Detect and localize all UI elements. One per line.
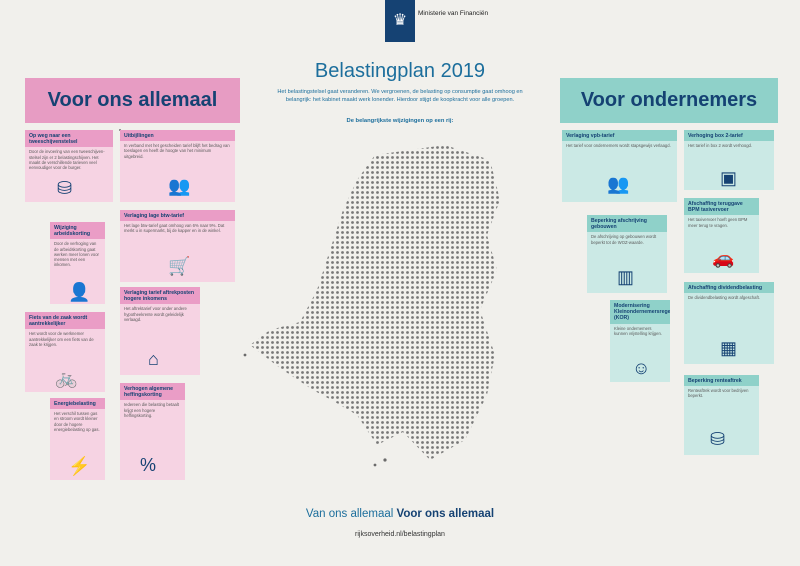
building-icon: ▥ (617, 267, 635, 287)
footer-title-regular: Van ons allemaal (305, 508, 394, 520)
footer-title: Van ons allemaal Voor ons allemaal (250, 508, 550, 520)
card-title: Uitbijllingen (120, 130, 235, 142)
card-box2-tarief: Verhoging box 2-tarief Het tarief in box… (684, 130, 774, 190)
house-icon: ⌂ (148, 349, 159, 369)
card-title: Wijziging arbeidskorting (50, 222, 105, 240)
heading-voor-ondernemers: Voor ondernemers (560, 78, 778, 123)
ministry-name: Ministerie van Financiën (418, 10, 489, 17)
card-body: De dividendbelasting wordt afgeschaft. (688, 295, 760, 301)
card-body: Door de invoering van een tweeschijven-s… (29, 149, 105, 171)
card-body: Renteaftrek wordt voor bedrijven beperkt… (688, 388, 749, 399)
card-title: Verhogen algemene heffingskorting (120, 383, 185, 401)
people-group-icon: 👥 (607, 174, 630, 194)
card-btw-tarief: Verlaging lage btw-tarief Het lage btw-t… (120, 210, 235, 282)
card-body: Door de verhoging van de arbeidskorting … (54, 241, 99, 268)
heading-voor-ons-allemaal: Voor ons allemaal (25, 78, 240, 123)
card-fiets-van-de-zaak: Fiets van de zaak wordt aantrekkelijker … (25, 312, 105, 392)
intro-bold-text: De belangrijkste wijzigingen op een rij: (346, 118, 454, 124)
footer-url-link[interactable]: rijksoverheid.nl/belastingplan (355, 531, 445, 538)
card-title: Energiebelasting (50, 398, 105, 410)
card-title: Op weg naar een tweeschijvenstelsel (25, 130, 113, 148)
card-title: Afschaffing dividendbelasting (684, 282, 774, 294)
card-body: Het wordt voor de werknemer aantrekkelij… (29, 331, 94, 347)
person-icon: ☺ (632, 358, 651, 378)
card-vpb-tarief: Verlaging vpb-tarief Het tarief voor ond… (562, 130, 677, 202)
card-title: Verhoging box 2-tarief (684, 130, 774, 142)
netherlands-crowd-map (243, 145, 500, 467)
people-group-icon: 👥 (168, 176, 191, 196)
card-title: Beperking renteaftrek (684, 375, 759, 387)
card-title: Verlaging lage btw-tarief (120, 210, 235, 222)
card-body: In verband met het gescheiden tarief bli… (124, 143, 230, 159)
card-uitbijllingen: Uitbijllingen In verband met het geschei… (120, 130, 235, 202)
shopping-cart-icon: 🛒 (168, 256, 191, 276)
office-buildings-icon: ▦ (720, 338, 738, 358)
bicycle-icon: 🚲 (55, 368, 78, 388)
card-arbeidskorting: Wijziging arbeidskorting Door de verhogi… (50, 222, 105, 304)
card-body: Het tarief in box 2 wordt verhoogd. (688, 143, 753, 149)
card-title: Fiets van de zaak wordt aantrekkelijker (25, 312, 105, 330)
car-icon: 🚗 (712, 248, 735, 268)
coins-icon: ⛁ (57, 178, 73, 198)
card-title: Modernisering Kleinondernemersregeling (… (610, 300, 670, 324)
page-title: Belastingplan 2019 (314, 60, 486, 82)
card-tweeschijvenstelsel: Op weg naar een tweeschijvenstelsel Door… (25, 130, 113, 202)
logo-bar (385, 0, 415, 42)
intro-text: Het belastingstelsel gaat veranderen. We… (277, 89, 523, 103)
card-body: Het lage btw-tarief gaat omhoog van 6% n… (124, 223, 225, 234)
card-body: Het aftrektarief voor onder andere hypot… (124, 306, 187, 322)
card-title: Beperking afschrijving gebouwen (587, 215, 667, 233)
card-kor: Modernisering Kleinondernemersregeling (… (610, 300, 670, 382)
card-dividendbelasting: Afschaffing dividendbelasting De dividen… (684, 282, 774, 364)
percent-icon: % (140, 455, 157, 475)
card-body: Iedereen die belasting betaalt krijgt ee… (124, 402, 179, 418)
crown-icon: ♛ (392, 12, 408, 29)
card-title: Verlaging vpb-tarief (562, 130, 677, 142)
card-energiebelasting: Energiebelasting Het verschil tussen gas… (50, 398, 105, 480)
card-title: Verlaging tarief aftrekposten hogere ink… (120, 287, 200, 305)
workers-icon: 👤 (68, 282, 91, 302)
card-aftrekposten: Verlaging tarief aftrekposten hogere ink… (120, 287, 200, 375)
card-afschrijving-gebouwen: Beperking afschrijving gebouwen De afsch… (587, 215, 667, 293)
card-heffingskorting: Verhogen algemene heffingskorting Iedere… (120, 383, 185, 480)
card-body: De afschrijving op gebouwen wordt beperk… (591, 234, 657, 245)
card-body: Het tarief voor ondernemers wordt stapsg… (566, 143, 671, 149)
box-icon: ▣ (720, 168, 738, 188)
footer-title-bold: Voor ons allemaal (396, 508, 495, 520)
battery-icon: ⚡ (68, 456, 91, 476)
card-bpm-taxi: Afschaffing teruggave BPM taxivervoer He… (684, 198, 759, 273)
coins-stack-icon: ⛁ (710, 429, 726, 449)
card-body: Het taxivervoer hoeft geen BPM meer teru… (688, 217, 748, 228)
card-title: Afschaffing teruggave BPM taxivervoer (684, 198, 759, 216)
card-body: Het verschil tussen gas en stroom wordt … (54, 411, 100, 432)
card-renteaftrek: Beperking renteaftrek Renteaftrek wordt … (684, 375, 759, 455)
card-body: Kleine ondernemers kunnen vrijstelling k… (614, 325, 662, 336)
